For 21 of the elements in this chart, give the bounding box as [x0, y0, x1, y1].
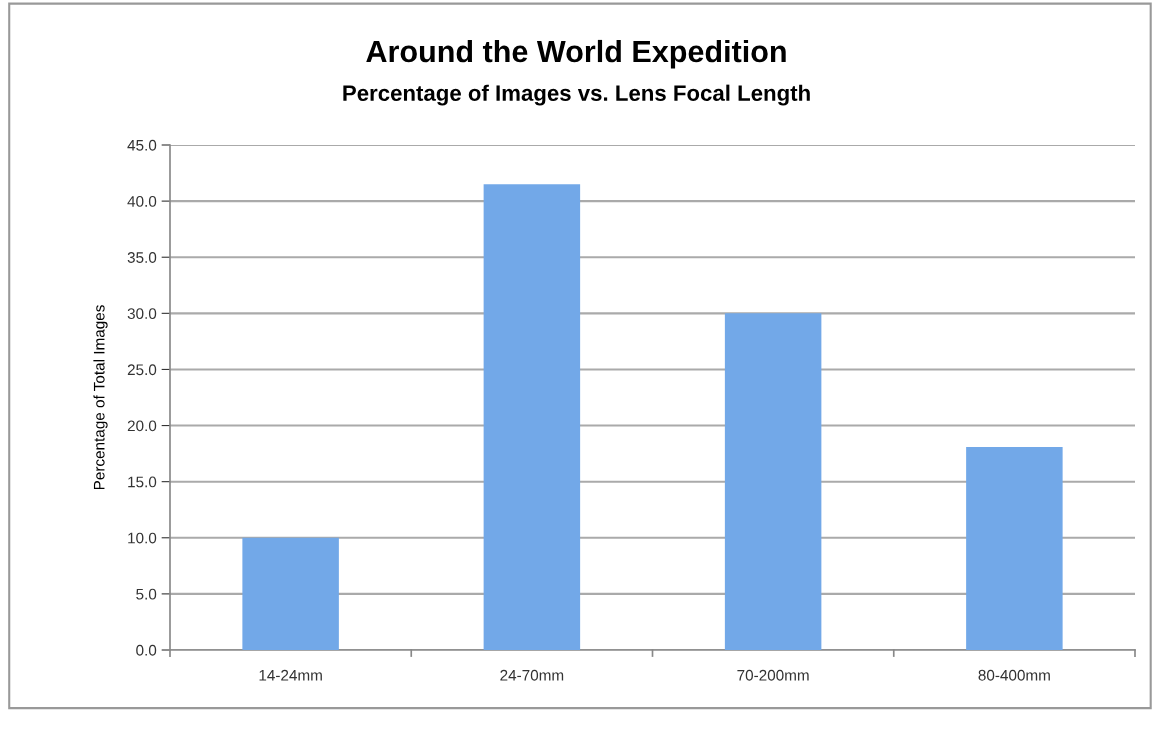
- y-tick-label: 35.0: [127, 252, 157, 263]
- bar: [966, 446, 1063, 650]
- y-tick-label: 5.0: [136, 588, 157, 600]
- x-tick-label: 80-400mm: [978, 669, 1050, 681]
- chart-title: Around the World Expedition: [366, 39, 786, 69]
- y-tick-label: 10.0: [128, 532, 157, 544]
- bar: [242, 537, 339, 650]
- y-tick-label: 30.0: [127, 308, 157, 320]
- x-tick-label: 14-24mm: [259, 669, 322, 681]
- y-tick-label: 0.0: [136, 644, 157, 656]
- bar: [483, 184, 581, 650]
- chart-subtitle: Percentage of Images vs. Lens Focal Length: [343, 84, 810, 106]
- y-tick-label: 25.0: [127, 364, 157, 376]
- y-tick-label: 45.0: [127, 139, 157, 151]
- y-tick-label: 20.0: [127, 420, 157, 432]
- bar: [724, 313, 822, 650]
- x-tick-label: 70-200mm: [737, 669, 809, 681]
- y-axis-title: Percentage of Total Images: [93, 305, 108, 490]
- y-tick-label: 40.0: [127, 195, 157, 207]
- y-tick-label: 15.0: [128, 476, 157, 488]
- x-tick-label: 24-70mm: [500, 669, 564, 681]
